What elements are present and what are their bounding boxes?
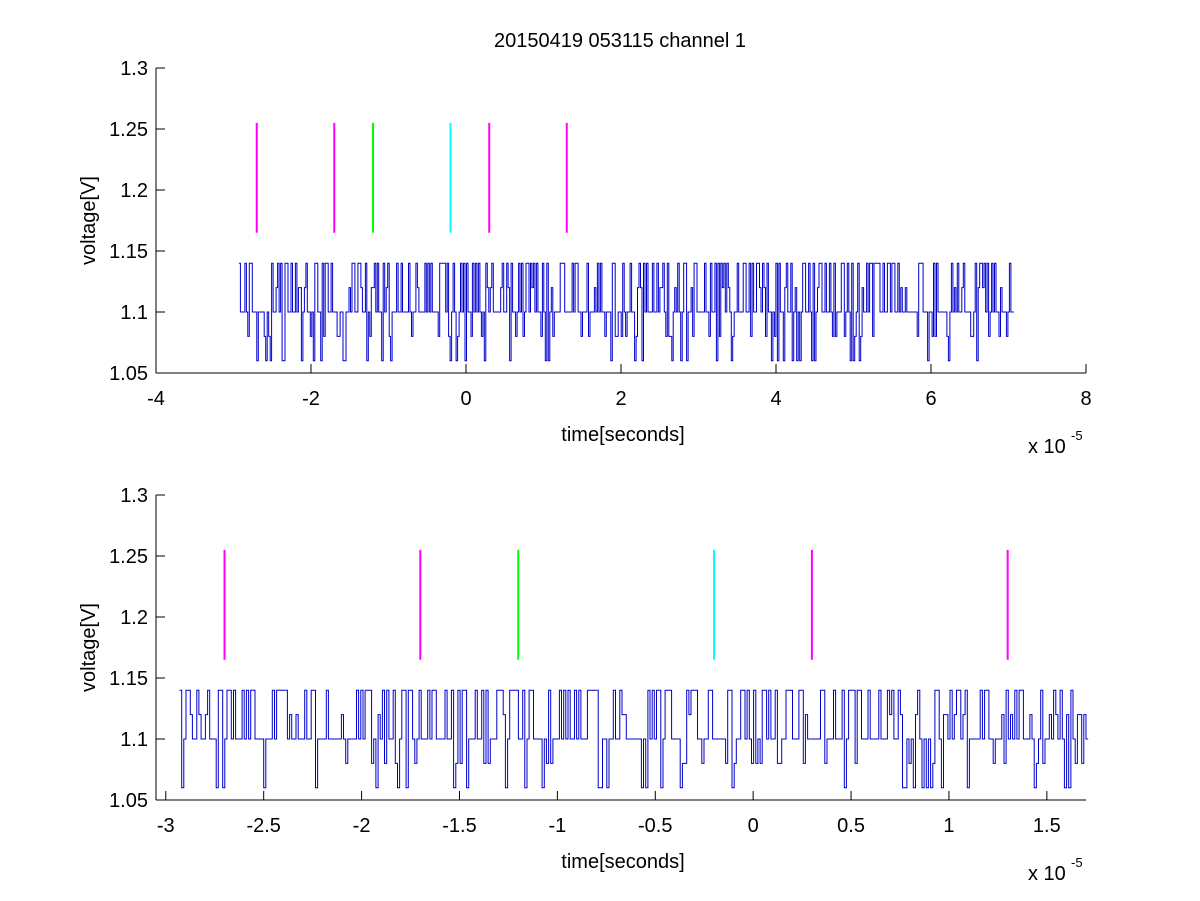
x-tick-label: 1.5 bbox=[1033, 815, 1061, 837]
x-axis-label: time[seconds] bbox=[561, 851, 684, 873]
y-tick-label: 1.2 bbox=[120, 180, 148, 202]
x-tick-label: 8 bbox=[1080, 388, 1091, 410]
x-tick-label: -2 bbox=[302, 388, 320, 410]
y-tick-label: 1.3 bbox=[120, 58, 148, 80]
x-axis-label: time[seconds] bbox=[561, 424, 684, 446]
y-axis-label: voltage[V] bbox=[78, 176, 100, 265]
y-tick-label: 1.3 bbox=[120, 485, 148, 507]
x-tick-label: 2 bbox=[615, 388, 626, 410]
y-tick-label: 1.2 bbox=[120, 607, 148, 629]
signal-series-line bbox=[238, 262, 1014, 362]
x-tick-label: 0 bbox=[748, 815, 759, 837]
y-tick-label: 1.15 bbox=[109, 241, 148, 263]
x-multiplier-label: x 10 bbox=[1028, 863, 1066, 885]
y-tick-label: 1.05 bbox=[109, 790, 148, 812]
x-tick-label: 6 bbox=[925, 388, 936, 410]
x-tick-label: -4 bbox=[147, 388, 165, 410]
signal-series-line bbox=[179, 689, 1089, 789]
x-multiplier-exponent: -5 bbox=[1071, 855, 1083, 870]
x-tick-label: 4 bbox=[770, 388, 781, 410]
y-tick-label: 1.1 bbox=[120, 302, 148, 324]
y-tick-label: 1.05 bbox=[109, 363, 148, 385]
bottom-plot: -3 -2.5 -2 -1.5 -1 -0.5 0 0.5 1 1.5 1.05 1.1 1.15 1.2… bbox=[78, 485, 1089, 885]
x-tick-label: -3 bbox=[157, 815, 175, 837]
y-tick-label: 1.25 bbox=[109, 119, 148, 141]
y-tick-label: 1.1 bbox=[120, 729, 148, 751]
x-tick-label: -1.5 bbox=[442, 815, 476, 837]
x-tick-label: 1 bbox=[943, 815, 954, 837]
x-tick-label: 0 bbox=[460, 388, 471, 410]
x-tick-label: -0.5 bbox=[638, 815, 672, 837]
x-tick-label: -2.5 bbox=[246, 815, 280, 837]
x-multiplier-label: x 10 bbox=[1028, 436, 1066, 458]
x-multiplier-exponent: -5 bbox=[1071, 428, 1083, 443]
x-tick-label: 0.5 bbox=[837, 815, 865, 837]
y-tick-label: 1.15 bbox=[109, 668, 148, 690]
x-tick-label: -2 bbox=[353, 815, 371, 837]
x-tick-label: -1 bbox=[548, 815, 566, 837]
y-axis-label: voltage[V] bbox=[78, 603, 100, 692]
y-tick-label: 1.25 bbox=[109, 546, 148, 568]
figure-title: 20150419 053115 channel 1 bbox=[494, 30, 746, 52]
top-plot: -4 -2 0 2 4 6 8 1.05 1.1 1.15 1.2 1.25 1.3 time[secon… bbox=[78, 58, 1092, 458]
